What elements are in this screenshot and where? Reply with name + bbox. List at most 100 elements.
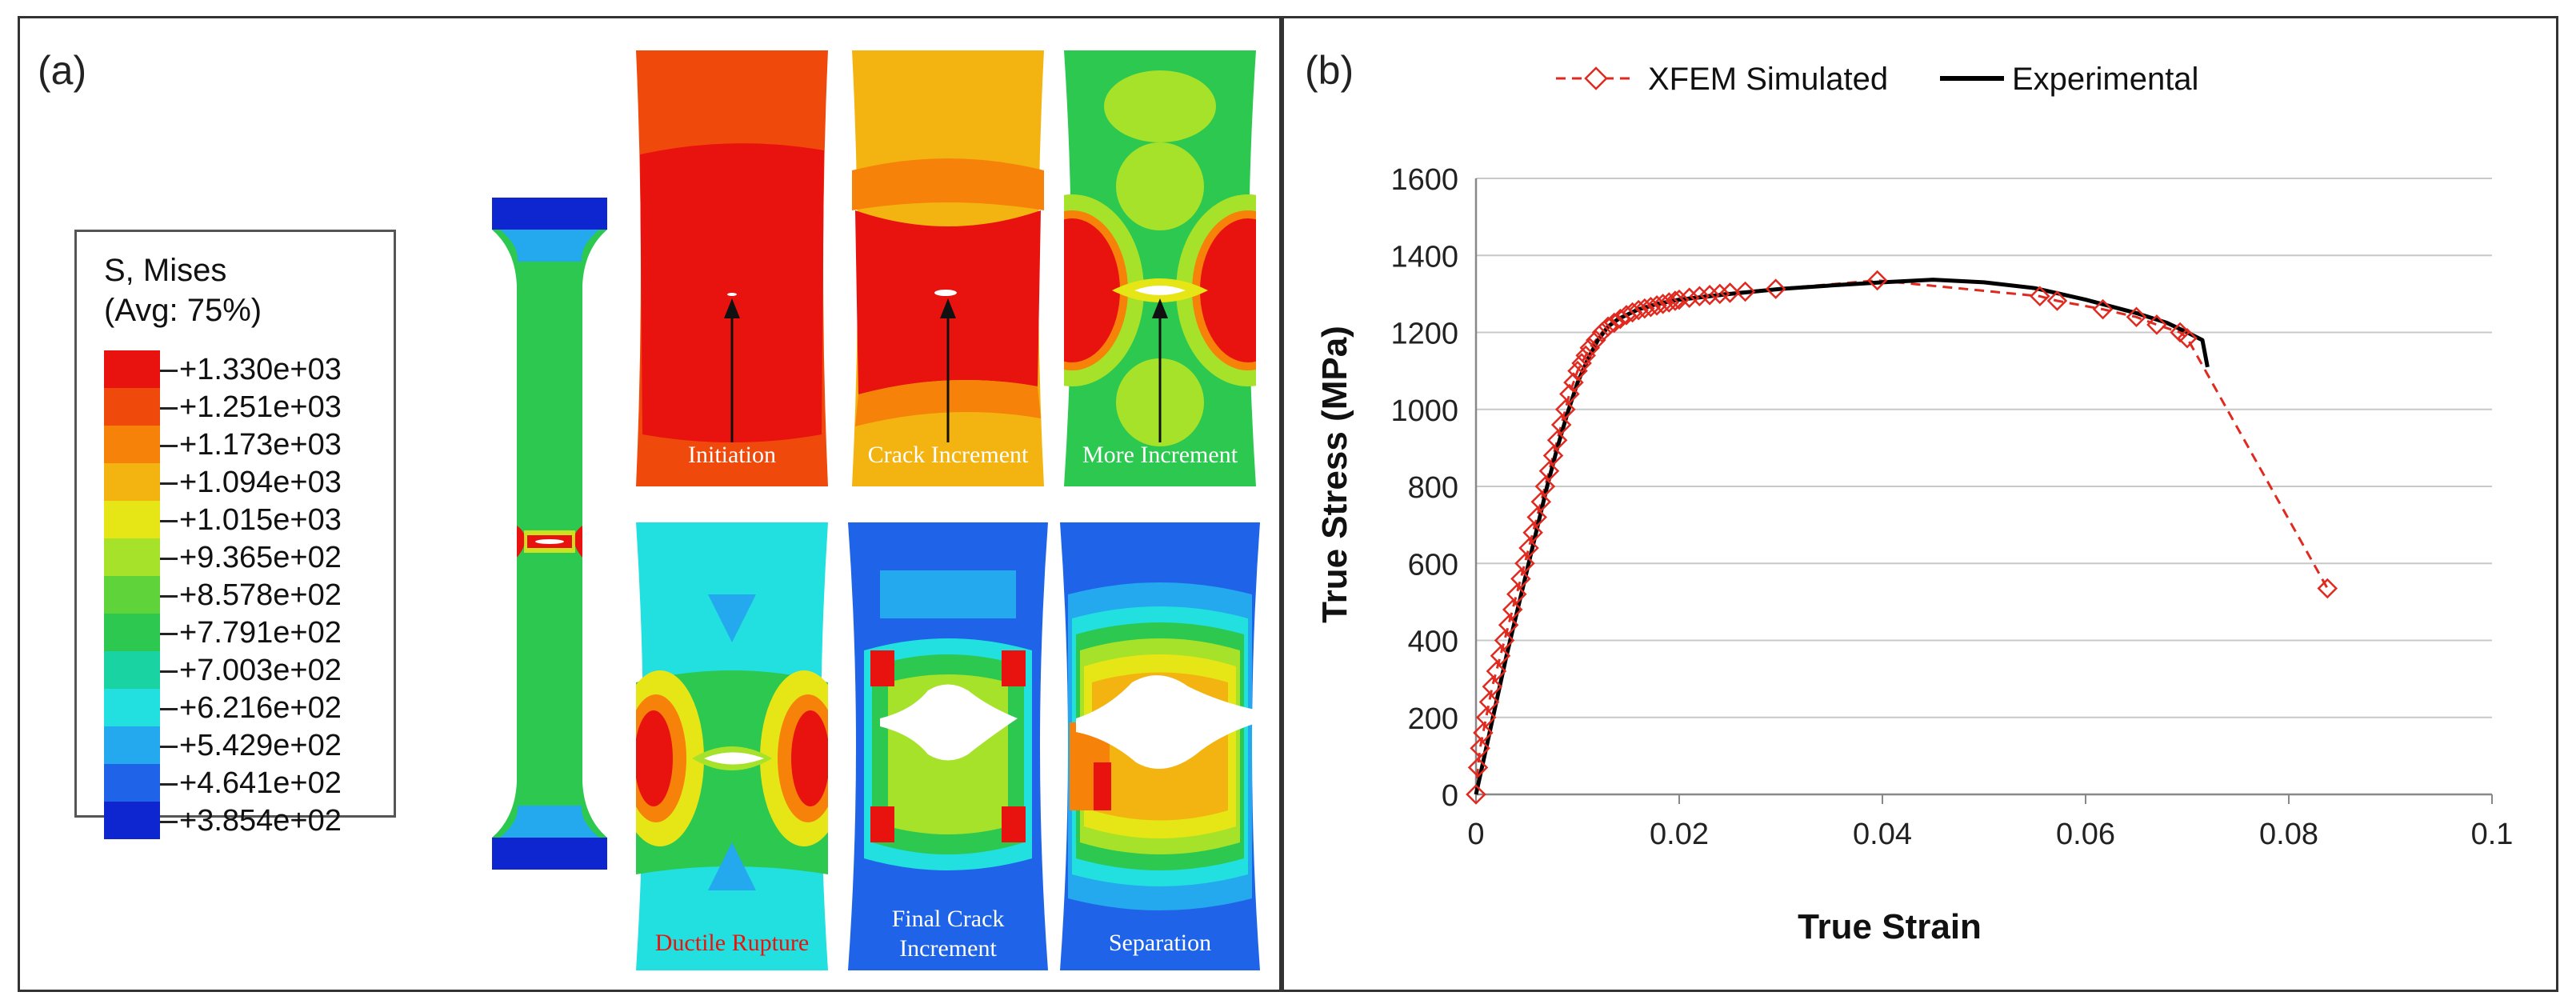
colorbar-swatch bbox=[104, 764, 160, 802]
data-point-xfem bbox=[2177, 327, 2198, 349]
colorbar-label: +3.854e+02 bbox=[179, 803, 342, 838]
colorbar-tick bbox=[160, 782, 178, 786]
chart-axes bbox=[1474, 178, 2493, 804]
data-point-xfem bbox=[1669, 289, 1690, 310]
y-tick-label: 1200 bbox=[1390, 318, 1458, 351]
colorbar-label: +9.365e+02 bbox=[179, 540, 342, 574]
stage-initiation: Initiation bbox=[636, 50, 828, 486]
colorbar-label: +1.015e+03 bbox=[179, 502, 342, 537]
data-point-xfem bbox=[1482, 676, 1503, 698]
x-tick-label: 0.08 bbox=[2259, 818, 2318, 851]
x-axis-label: True Strain bbox=[1798, 907, 1982, 946]
colorbar-tick bbox=[160, 745, 178, 748]
data-point-xfem bbox=[1473, 722, 1494, 743]
stage-caption: Crack Increment bbox=[868, 442, 1029, 468]
data-point-xfem bbox=[1526, 506, 1547, 528]
colorbar-swatch bbox=[104, 689, 160, 726]
colorbar-tick bbox=[160, 632, 178, 635]
data-point-xfem bbox=[1478, 691, 1500, 713]
colorbar-swatch bbox=[104, 576, 160, 614]
data-point-xfem bbox=[1640, 296, 1662, 318]
data-point-xfem bbox=[1734, 281, 1756, 302]
data-point-xfem bbox=[2030, 286, 2050, 307]
data-point-xfem bbox=[1719, 282, 1741, 303]
colorbar-label: +7.003e+02 bbox=[179, 653, 342, 687]
data-point-xfem bbox=[1866, 270, 1888, 291]
data-point-xfem bbox=[2126, 306, 2147, 328]
data-point-xfem bbox=[1486, 661, 1507, 682]
data-point-xfem bbox=[2146, 314, 2167, 335]
data-point-xfem bbox=[1678, 287, 1700, 308]
colorbar-swatch bbox=[104, 614, 160, 651]
y-tick-label: 1600 bbox=[1390, 163, 1458, 197]
y-tick-label: 1000 bbox=[1390, 394, 1458, 428]
data-point-xfem bbox=[1652, 294, 1674, 314]
y-tick-label: 0 bbox=[1442, 779, 1458, 813]
data-point-xfem bbox=[1502, 599, 1523, 620]
data-point-xfem bbox=[1510, 568, 1531, 590]
colorbar-label: +1.251e+03 bbox=[179, 390, 342, 424]
data-point-xfem bbox=[1579, 337, 1601, 358]
data-point-xfem bbox=[1622, 302, 1643, 323]
x-tick-label: 0.06 bbox=[2056, 818, 2115, 851]
specimen-grip-bottom bbox=[492, 838, 607, 870]
data-point-xfem bbox=[1470, 738, 1490, 759]
data-point-xfem bbox=[1634, 298, 1655, 319]
specimen-crack bbox=[535, 539, 564, 544]
data-point-xfem bbox=[1658, 292, 1680, 313]
colorbar-tick bbox=[160, 670, 178, 673]
legend-label-experimental: Experimental bbox=[2012, 62, 2198, 97]
data-point-xfem bbox=[1646, 295, 1667, 316]
stage-caption: Ductile Rupture bbox=[655, 930, 809, 956]
stage-caption-line2: Increment bbox=[899, 935, 997, 962]
full-specimen bbox=[492, 198, 607, 870]
colorbar-tick bbox=[160, 557, 178, 560]
legend-label-xfem: XFEM Simulated bbox=[1648, 62, 1888, 97]
data-point-xfem bbox=[1710, 283, 1730, 305]
data-point-xfem bbox=[1567, 360, 1588, 382]
colorbar-label: +1.094e+03 bbox=[179, 465, 342, 499]
data-point-xfem bbox=[1506, 583, 1527, 605]
data-point-xfem bbox=[1554, 398, 1576, 420]
data-point-xfem bbox=[1628, 299, 1649, 321]
colorbar-swatch bbox=[104, 726, 160, 764]
specimen-grip-top bbox=[492, 198, 607, 230]
data-point-xfem bbox=[1466, 784, 1486, 805]
data-point-xfem bbox=[1603, 312, 1625, 334]
data-point-xfem bbox=[1530, 491, 1552, 513]
colorbar-swatch bbox=[104, 350, 160, 388]
colorbar-tick bbox=[160, 594, 178, 598]
chart-legend: XFEM Simulated Experimental bbox=[1556, 62, 2198, 97]
y-tick-label: 1400 bbox=[1390, 240, 1458, 274]
y-tick-label: 600 bbox=[1408, 548, 1458, 582]
y-tick-labels: 0 200 400 600 800 1000 1200 1400 1600 bbox=[1390, 163, 1458, 813]
stage-caption: Separation bbox=[1109, 930, 1211, 956]
stress-legend: S, Mises (Avg: 75%) +1.330e+03 +1.251e+03… bbox=[74, 230, 396, 839]
panel-a-label: (a) bbox=[38, 48, 87, 93]
colorbar-swatch bbox=[104, 651, 160, 689]
data-point-xfem bbox=[1494, 630, 1515, 651]
colorbar-tick bbox=[160, 406, 178, 410]
x-tick-label: 0 bbox=[1467, 818, 1484, 851]
data-point-xfem bbox=[2317, 578, 2338, 599]
colorbar-swatch bbox=[104, 426, 160, 463]
data-point-xfem bbox=[1518, 538, 1539, 558]
data-point-xfem bbox=[1542, 445, 1564, 466]
colorbar-swatch bbox=[104, 802, 160, 839]
stage-caption-line1: Final Crack bbox=[892, 906, 1005, 932]
stage-caption: More Increment bbox=[1082, 442, 1238, 468]
data-point-xfem bbox=[2046, 290, 2068, 311]
colorbar-label: +4.641e+02 bbox=[179, 766, 342, 800]
chart-series bbox=[1466, 270, 2338, 805]
x-tick-label: 0.02 bbox=[1650, 818, 1709, 851]
legend-title: S, Mises bbox=[104, 253, 227, 288]
x-tick-label: 0.1 bbox=[2471, 818, 2514, 851]
data-point-xfem bbox=[1559, 383, 1580, 405]
data-point-xfem bbox=[1498, 614, 1519, 636]
data-point-xfem bbox=[1765, 278, 1786, 299]
data-point-xfem bbox=[1591, 322, 1613, 343]
data-point-xfem bbox=[1490, 645, 1511, 666]
colorbar-tick bbox=[160, 519, 178, 522]
data-point-xfem bbox=[1522, 522, 1543, 543]
panel-a: (a) S, Mises (Avg: 75%) +1.330e+03 +1.251… bbox=[18, 16, 1282, 992]
